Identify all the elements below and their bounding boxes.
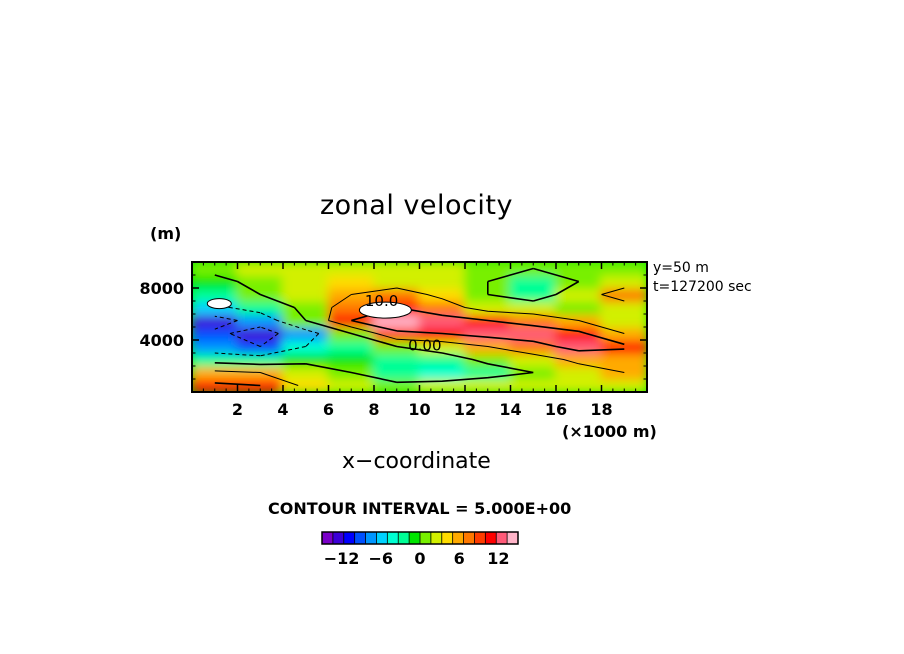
colorbar-swatch xyxy=(409,532,421,544)
colorbar-swatch xyxy=(496,532,508,544)
x-tick-label: 16 xyxy=(545,400,567,419)
x-tick-label: 10 xyxy=(408,400,430,419)
heatmap-cell xyxy=(600,300,647,315)
heatmap-cell xyxy=(282,274,330,289)
contour-line xyxy=(214,306,625,387)
heatmap-cell xyxy=(509,352,557,367)
colorbar-swatch xyxy=(365,532,377,544)
heatmap-cell xyxy=(600,274,647,289)
heatmap-cell xyxy=(555,339,603,354)
annotation-time: t=127200 sec xyxy=(653,279,752,295)
x-axis-label: x−coordinate xyxy=(342,449,491,474)
heatmap-cell xyxy=(192,365,239,380)
contour-line xyxy=(214,315,279,347)
heatmap-cell xyxy=(509,300,557,315)
y-tick-label: 4000 xyxy=(139,331,184,350)
x-axis-unit: (×1000 m) xyxy=(562,422,657,441)
heatmap-cell xyxy=(327,352,375,367)
x-tick-label: 18 xyxy=(590,400,612,419)
heatmap-cell xyxy=(373,365,421,380)
colorbar-tick-label: −6 xyxy=(369,549,394,568)
heatmap-cell xyxy=(600,313,647,328)
heatmap-cell xyxy=(282,300,330,315)
contour-line xyxy=(214,267,580,384)
heatmap-cell xyxy=(192,274,239,289)
colorbar-swatch xyxy=(398,532,410,544)
heatmap-cell xyxy=(327,274,375,289)
heatmap-cell xyxy=(373,274,421,289)
heatmap-cell xyxy=(600,352,647,367)
colorbar-swatch xyxy=(420,532,432,544)
heatmap-cell xyxy=(555,326,603,341)
y-axis-unit: (m) xyxy=(150,224,182,243)
heatmap-cell xyxy=(509,274,557,289)
heatmap-cell xyxy=(236,300,284,315)
colorbar-swatch xyxy=(507,532,519,544)
colorbar-swatch xyxy=(376,532,388,544)
annotation-y-position: y=50 m xyxy=(653,260,709,276)
x-tick-label: 2 xyxy=(232,400,243,419)
heatmap-cell xyxy=(509,339,557,354)
axes: 2 4 6 8 10 12 14 16 18 4000 8000 xyxy=(139,261,648,419)
x-tick-label: 6 xyxy=(323,400,334,419)
heatmap-cell xyxy=(509,287,557,302)
colorbar: −12 −6 0 6 12 xyxy=(321,531,519,568)
colorbar-swatch xyxy=(354,532,367,544)
heatmap-cell xyxy=(192,326,239,341)
heatmap-cell xyxy=(192,339,239,354)
heatmap-cell xyxy=(418,365,466,380)
contour-label: 10.0 xyxy=(365,292,398,310)
contour-line xyxy=(214,287,625,386)
heatmap-cell xyxy=(600,287,647,302)
heatmap-cell xyxy=(418,287,466,302)
x-tick-label: 8 xyxy=(368,400,379,419)
heatmap-cell xyxy=(555,287,603,302)
heatmap-cell xyxy=(600,339,647,354)
heatmap-cell xyxy=(327,339,375,354)
heatmap-cell xyxy=(282,365,330,380)
contour-lines: 10.0 0.00 xyxy=(206,267,625,387)
contour-label: 0.00 xyxy=(408,336,441,354)
heatmap-cell xyxy=(464,326,512,341)
heatmap-cell xyxy=(373,352,421,367)
heatmap-cell xyxy=(282,326,330,341)
colorbar-tick-label: 6 xyxy=(454,549,465,568)
chart-title: zonal velocity xyxy=(320,190,513,221)
heatmap-cell xyxy=(555,365,603,380)
x-tick-label: 4 xyxy=(277,400,288,419)
colorbar-swatch xyxy=(332,532,345,544)
heatmap-cell xyxy=(236,326,284,341)
heatmap-cell xyxy=(555,300,603,315)
colorbar-swatch xyxy=(452,532,465,544)
contour-interval-label: CONTOUR INTERVAL = 5.000E+00 xyxy=(268,499,572,518)
x-tick-label: 12 xyxy=(454,400,476,419)
colorbar-swatch xyxy=(441,532,454,544)
colorbar-tick-label: 12 xyxy=(487,549,509,568)
heatmap-cell xyxy=(282,287,330,302)
colorbar-swatch xyxy=(322,532,334,544)
heatmap-cell xyxy=(464,352,512,367)
colorbar-swatch xyxy=(387,532,399,544)
heatmap-cell xyxy=(373,326,421,341)
colorbar-swatch xyxy=(430,532,443,544)
colorbar-swatch xyxy=(485,532,497,544)
heatmap-cell xyxy=(192,287,239,302)
heatmap-cell xyxy=(236,274,284,289)
colorbar-swatch xyxy=(463,532,475,544)
colorbar-swatch xyxy=(474,532,486,544)
contour-min-region xyxy=(206,298,232,310)
y-tick-label: 8000 xyxy=(139,279,184,298)
heatmap-cell xyxy=(418,274,466,289)
colorbar-swatch xyxy=(343,532,356,544)
x-tick-label: 14 xyxy=(499,400,521,419)
colorbar-tick-label: −12 xyxy=(324,549,360,568)
heatmap-cell xyxy=(236,313,284,328)
heatmap-cell xyxy=(192,313,239,328)
heatmap-cell xyxy=(555,352,603,367)
heatmap-cell xyxy=(509,326,557,341)
heatmap-cell xyxy=(464,300,512,315)
colorbar-tick-label: 0 xyxy=(414,549,425,568)
contour-max-region xyxy=(358,301,412,319)
